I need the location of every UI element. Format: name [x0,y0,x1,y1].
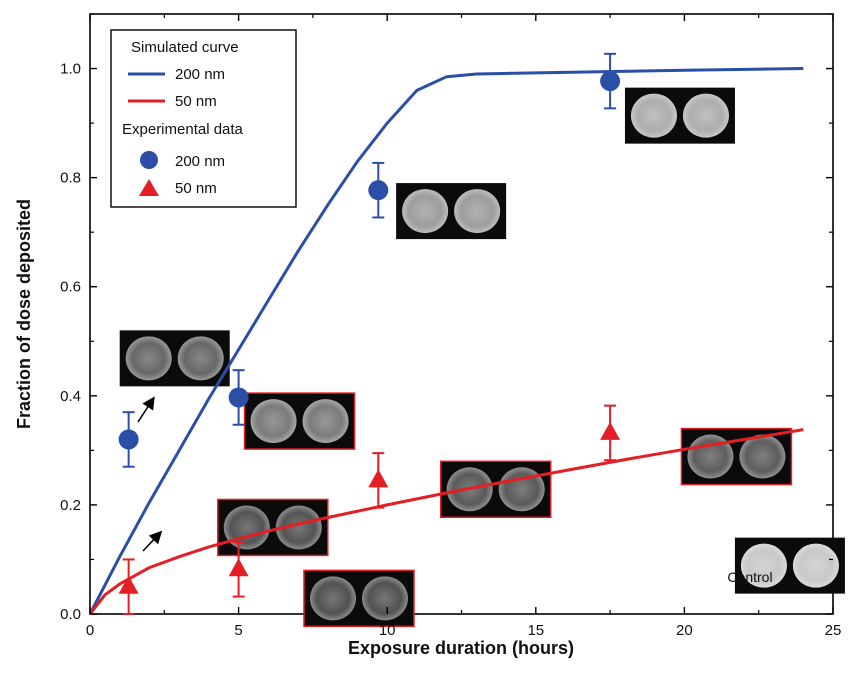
x-tick-label-5: 25 [825,622,842,639]
inset-thumbnail-1 [243,392,356,450]
legend-exp-200-marker [140,151,158,169]
inset-thumbnail-0 [119,330,230,387]
data-point-200nm-1 [228,387,249,408]
axis-ticks: 0 5 10 15 20 25 0.0 0.2 0.4 0.6 0.8 1.0 [60,13,842,639]
inset-disc-shading [361,576,408,621]
data-point-50nm-2 [368,469,389,488]
data-point-50nm-0 [118,575,139,594]
inset-thumbnail-3 [624,87,735,144]
legend-sim-200-label: 200 nm [175,66,225,83]
inset-disc-shading [250,399,297,444]
y-tick-label-2: 0.4 [60,388,81,405]
inset-disc-shading [630,93,677,138]
inset-disc-shading [309,576,356,621]
inset-thumbnail-7 [680,427,793,486]
data-point-200nm-2 [368,180,389,201]
x-tick-label-2: 10 [379,622,396,639]
inset-disc-shading [682,93,729,138]
simulated-curve-50nm [88,428,804,615]
data-point-200nm-3 [600,71,621,92]
legend: Simulated curve 200 nm 50 nm Experimenta… [110,29,297,208]
thumbnail-insets [119,87,845,628]
y-tick-label-4: 0.8 [60,170,81,187]
legend-exp-header: Experimental data [122,121,244,138]
x-tick-label-3: 15 [527,622,544,639]
inset-thumbnail-2 [396,183,507,240]
inset-disc-shading [302,399,349,444]
inset-disc-shading [177,336,224,381]
legend-exp-50-label: 50 nm [175,180,217,197]
simulated-curve-200nm [88,67,804,615]
inset-disc-shading [739,434,786,479]
x-tick-label-1: 5 [234,622,242,639]
experimental-markers [118,71,621,594]
inset-disc-shading [454,189,501,234]
inset-disc-shading [275,505,322,550]
annotation-arrow-lower [142,530,163,552]
inset-disc-shading [792,543,839,588]
y-tick-label-0: 0.0 [60,606,81,623]
inset-disc-shading [740,543,787,588]
legend-sim-50-label: 50 nm [175,93,217,110]
data-point-200nm-0 [118,429,139,450]
inset-disc-shading [498,467,545,512]
legend-exp-50-marker [139,179,159,196]
legend-sim-header: Simulated curve [131,39,239,56]
inset-thumbnail-5 [303,569,415,628]
inset-disc-shading [223,505,270,550]
legend-exp-200-label: 200 nm [175,153,225,170]
annotation-arrow-upper [137,396,155,423]
data-point-50nm-3 [600,421,621,440]
data-point-50nm-1 [228,558,249,577]
x-tick-label-4: 20 [676,622,693,639]
simulated-curves [88,67,804,615]
inset-disc-shading [402,189,449,234]
x-tick-label-0: 0 [86,622,94,639]
annotation-arrows [137,396,163,552]
y-tick-label-5: 1.0 [60,61,81,78]
inset-thumbnail-8 [734,537,845,594]
x-axis-title: Exposure duration (hours) [348,638,574,658]
control-label: Control [727,569,772,585]
inset-thumbnail-6 [439,460,552,519]
y-tick-label-1: 0.2 [60,497,81,514]
y-axis-title: Fraction of dose deposited [14,199,34,429]
inset-disc-shading [125,336,172,381]
inset-thumbnail-4 [217,498,329,557]
legend-box [110,29,297,208]
y-tick-label-3: 0.6 [60,279,81,296]
